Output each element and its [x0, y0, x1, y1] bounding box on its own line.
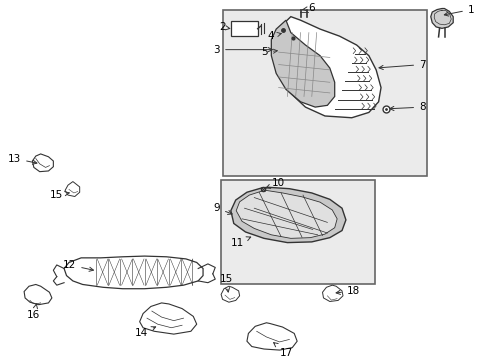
Bar: [230, 21, 257, 36]
Text: 3: 3: [213, 45, 272, 55]
Polygon shape: [221, 286, 239, 302]
Text: 11: 11: [231, 237, 250, 248]
Text: 15: 15: [50, 190, 69, 200]
Text: 6: 6: [302, 4, 314, 13]
Text: 17: 17: [273, 343, 292, 357]
Text: 9: 9: [213, 203, 232, 215]
Polygon shape: [246, 323, 297, 350]
Text: 12: 12: [63, 260, 93, 271]
Text: 2: 2: [219, 22, 229, 32]
Polygon shape: [140, 303, 196, 334]
Text: 16: 16: [27, 304, 41, 320]
Bar: [221, 180, 374, 284]
Text: 8: 8: [389, 102, 425, 112]
Polygon shape: [236, 190, 336, 238]
Text: 18: 18: [335, 286, 359, 296]
Text: 4: 4: [266, 31, 281, 41]
Text: 10: 10: [265, 178, 284, 188]
Text: 5: 5: [261, 47, 277, 57]
Polygon shape: [322, 285, 342, 301]
Bar: [222, 10, 427, 176]
Polygon shape: [32, 154, 53, 172]
Polygon shape: [64, 256, 203, 289]
Text: 7: 7: [378, 59, 425, 69]
Text: 1: 1: [444, 5, 473, 16]
Text: 14: 14: [134, 327, 155, 338]
Polygon shape: [430, 9, 452, 28]
Polygon shape: [273, 17, 380, 118]
Polygon shape: [271, 20, 334, 107]
Polygon shape: [230, 187, 345, 243]
Text: 15: 15: [219, 274, 232, 292]
Text: 13: 13: [8, 154, 37, 164]
Polygon shape: [24, 284, 52, 305]
Polygon shape: [65, 181, 80, 197]
